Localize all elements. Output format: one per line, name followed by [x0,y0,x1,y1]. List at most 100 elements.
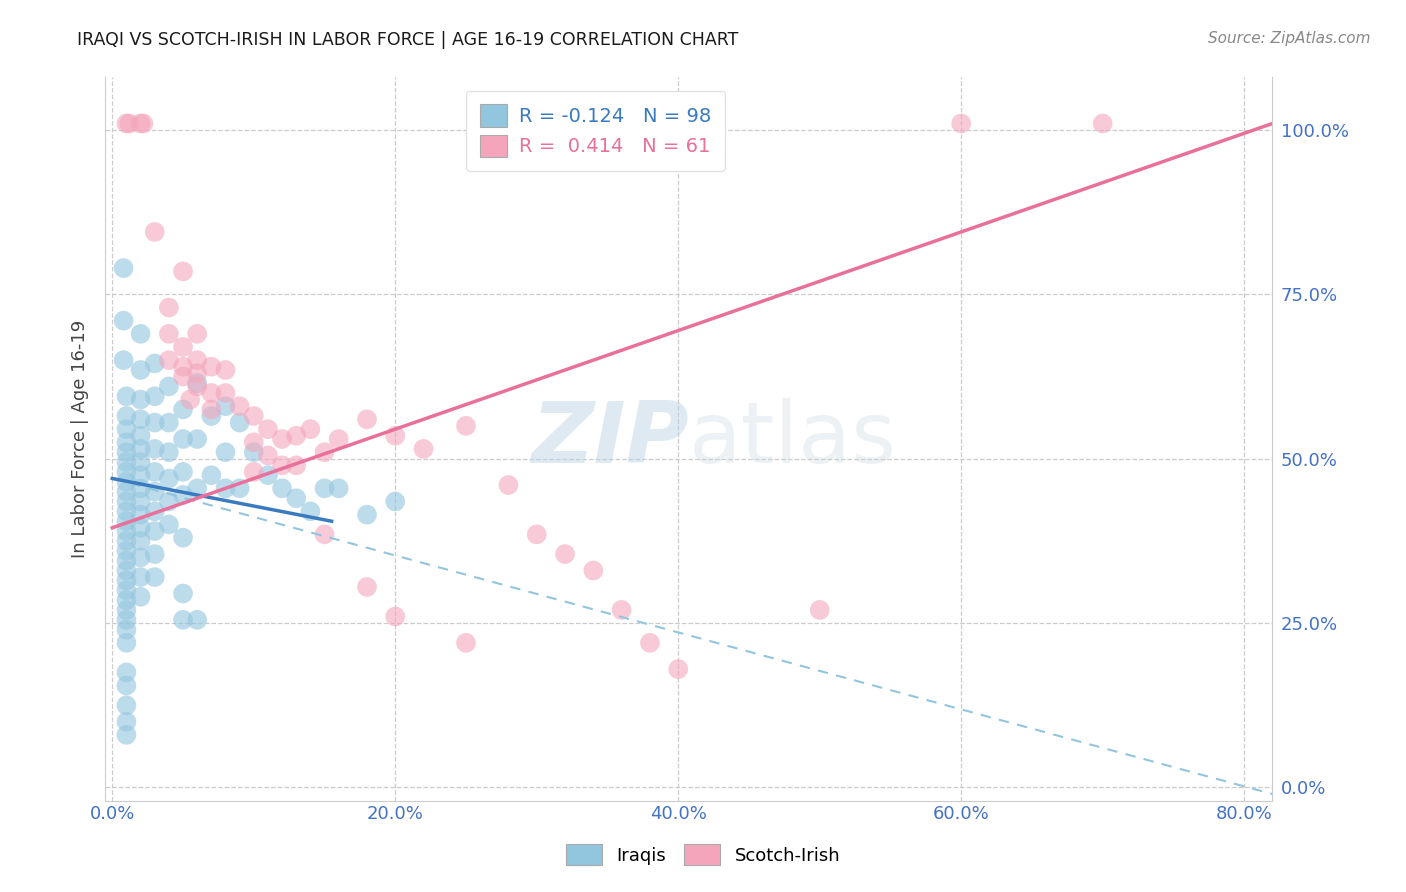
Point [115,665,138,680]
Point [129,468,152,483]
Point [257,468,280,483]
Point [179,392,201,407]
Point [115,524,138,538]
Point [172,465,194,479]
Point [129,508,152,522]
Point [143,570,166,584]
Point [299,422,322,436]
Point [271,481,294,495]
Point [186,376,208,391]
Point [143,225,166,239]
Point [1091,116,1114,130]
Point [228,416,250,430]
Point [498,478,520,492]
Point [172,613,194,627]
Point [115,409,138,423]
Point [186,326,208,341]
Point [115,613,138,627]
Point [157,353,180,368]
Point [143,442,166,456]
Point [157,416,180,430]
Point [299,504,322,518]
Point [666,662,689,676]
Point [112,314,135,328]
Point [115,116,138,130]
Point [143,524,166,538]
Point [143,416,166,430]
Point [582,564,605,578]
Point [143,465,166,479]
Point [115,679,138,693]
Point [115,636,138,650]
Point [172,432,194,446]
Point [157,379,180,393]
Point [129,429,152,443]
Point [129,533,152,548]
Point [115,504,138,518]
Point [115,494,138,508]
Point [172,488,194,502]
Point [257,449,280,463]
Point [172,586,194,600]
Point [115,583,138,598]
Point [129,392,152,407]
Point [172,402,194,417]
Point [356,412,378,426]
Point [454,418,477,433]
Point [172,369,194,384]
Point [115,593,138,607]
Point [454,636,477,650]
Point [554,547,576,561]
Point [328,481,350,495]
Point [271,432,294,446]
Text: IRAQI VS SCOTCH-IRISH IN LABOR FORCE | AGE 16-19 CORRELATION CHART: IRAQI VS SCOTCH-IRISH IN LABOR FORCE | A… [77,31,738,49]
Point [115,422,138,436]
Point [200,468,222,483]
Point [115,435,138,450]
Point [157,517,180,532]
Point [129,412,152,426]
Point [115,543,138,558]
Point [314,445,336,459]
Point [242,409,264,423]
Point [143,389,166,403]
Point [115,714,138,729]
Point [200,402,222,417]
Point [285,429,308,443]
Point [115,445,138,459]
Point [384,494,406,508]
Point [314,481,336,495]
Legend: Iraqis, Scotch-Irish: Iraqis, Scotch-Irish [558,837,848,872]
Point [157,301,180,315]
Point [285,491,308,506]
Point [356,508,378,522]
Point [115,574,138,588]
Point [200,409,222,423]
Point [115,514,138,528]
Point [112,261,135,276]
Point [157,494,180,508]
Point [129,570,152,584]
Point [115,465,138,479]
Point [228,399,250,413]
Point [412,442,434,456]
Point [384,429,406,443]
Point [143,547,166,561]
Point [143,504,166,518]
Point [214,445,236,459]
Point [115,455,138,469]
Point [129,521,152,535]
Point [115,728,138,742]
Point [112,353,135,368]
Point [186,353,208,368]
Point [115,484,138,499]
Point [118,116,141,130]
Point [384,609,406,624]
Point [526,527,548,541]
Point [186,432,208,446]
Point [271,458,294,473]
Point [115,389,138,403]
Point [129,455,152,469]
Point [132,116,155,130]
Point [242,445,264,459]
